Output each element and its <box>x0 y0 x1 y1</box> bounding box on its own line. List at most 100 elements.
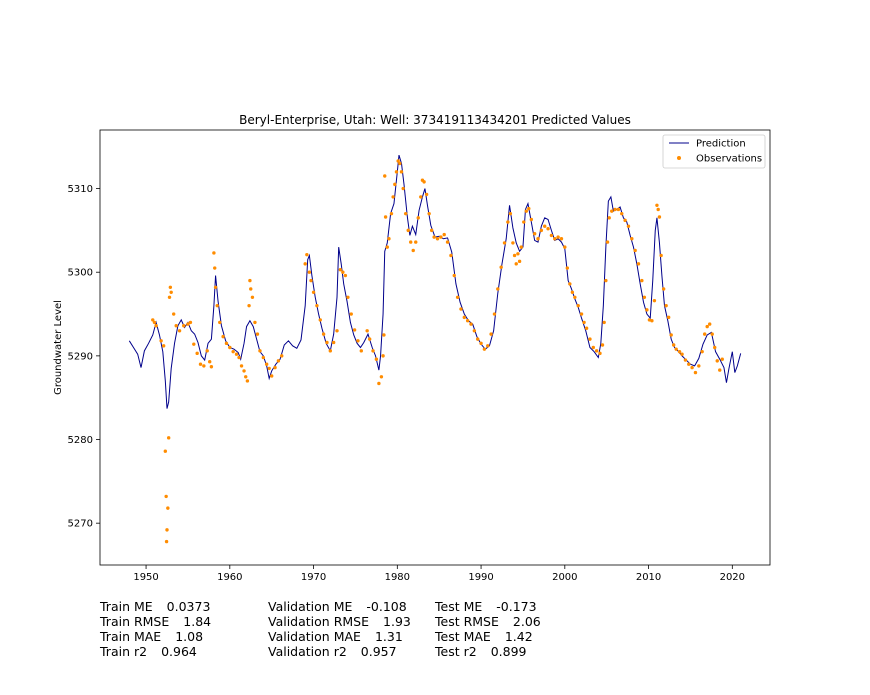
observation-point <box>247 303 251 308</box>
observation-point <box>705 324 709 329</box>
observation-point <box>640 278 644 283</box>
metric-row: Validation MAE 1.31 <box>268 629 411 644</box>
observation-point <box>212 251 216 255</box>
y-tick-label: 5290 <box>68 351 93 362</box>
observation-point <box>188 320 193 325</box>
y-tick-label: 5280 <box>68 435 93 446</box>
observation-point <box>610 209 614 213</box>
observation-point <box>514 262 518 266</box>
observation-point <box>633 248 637 253</box>
x-tick-label: 2000 <box>552 572 577 583</box>
observation-point <box>409 240 413 244</box>
observation-point <box>258 349 262 353</box>
observation-point <box>328 349 333 353</box>
observation-point <box>303 262 307 266</box>
observation-point <box>479 341 483 346</box>
metric-label: Validation RMSE <box>268 614 370 629</box>
observation-point <box>439 235 443 239</box>
observation-point <box>516 252 520 256</box>
observation-point <box>499 265 503 269</box>
plot-area <box>128 154 742 544</box>
observation-point <box>341 270 345 274</box>
observation-point <box>195 351 199 356</box>
observation-point <box>389 211 394 216</box>
observation-point <box>708 322 712 326</box>
observation-point <box>655 203 659 207</box>
observation-point <box>394 170 399 174</box>
observation-point <box>429 228 434 233</box>
metric-label: Validation MAE <box>268 629 361 644</box>
validation-metrics: Validation ME -0.108 Validation RMSE 1.93 Va… <box>268 599 411 659</box>
observation-point <box>459 307 463 311</box>
observation-point <box>432 235 436 239</box>
observation-point <box>393 182 397 187</box>
observation-point <box>307 270 312 274</box>
observation-point <box>406 228 410 233</box>
observation-point <box>165 528 169 532</box>
observation-point <box>594 349 599 353</box>
observation-point <box>579 312 584 316</box>
metric-row: Test r2 0.899 <box>435 644 541 659</box>
metric-row: Test ME -0.173 <box>435 599 541 614</box>
observation-point <box>399 170 404 174</box>
observation-point <box>715 359 719 363</box>
observation-point <box>338 268 343 272</box>
observation-point <box>522 220 526 224</box>
observation-point <box>255 332 260 336</box>
observation-point <box>486 344 490 348</box>
observation-point <box>657 215 662 219</box>
observation-point <box>553 237 557 241</box>
observation-point <box>318 318 322 322</box>
observation-point <box>718 368 722 372</box>
observation-point <box>352 328 357 332</box>
observation-point <box>519 245 523 249</box>
observation-point <box>623 218 627 223</box>
observation-point <box>630 237 634 241</box>
metric-row: Test MAE 1.42 <box>435 629 541 644</box>
metric-row: Validation RMSE 1.93 <box>268 614 411 629</box>
observation-point <box>356 339 360 343</box>
metric-value: 0.0373 <box>166 599 211 614</box>
observation-point <box>385 245 389 249</box>
metric-row: Validation r2 0.957 <box>268 644 411 659</box>
observation-point <box>620 211 624 216</box>
metric-row: Train r2 0.964 <box>100 644 211 659</box>
observation-point <box>469 322 473 326</box>
observation-point <box>683 358 688 362</box>
chart: Beryl-Enterprise, Utah: Well: 3734191134… <box>53 113 771 583</box>
observation-point <box>543 224 547 228</box>
observation-point <box>164 494 168 499</box>
observation-point <box>166 506 170 510</box>
observation-point <box>556 235 560 239</box>
metric-value: 1.93 <box>383 614 411 629</box>
observation-point <box>331 340 336 345</box>
x-tick-label: 1960 <box>217 572 242 583</box>
observation-point <box>511 241 515 245</box>
metric-label: Validation ME <box>268 599 353 614</box>
observation-point <box>700 349 704 354</box>
observation-point <box>512 253 517 258</box>
observation-point <box>166 436 171 440</box>
observation-point <box>164 539 169 544</box>
x-tick-label: 1980 <box>385 572 410 583</box>
observation-point <box>161 344 166 348</box>
observation-point <box>462 315 467 320</box>
observation-point <box>674 347 678 351</box>
observation-point <box>584 326 589 330</box>
observation-point <box>529 217 534 222</box>
x-tick-label: 1970 <box>301 572 326 583</box>
observation-point <box>383 174 387 178</box>
y-tick-label: 5270 <box>68 519 93 530</box>
metric-value: -0.173 <box>496 599 537 614</box>
chart-title: Beryl-Enterprise, Utah: Well: 3734191134… <box>239 113 631 127</box>
observation-point <box>598 351 602 356</box>
metric-row: Train RMSE 1.84 <box>100 614 211 629</box>
observation-point <box>335 329 339 333</box>
observation-point <box>527 206 531 211</box>
observation-point <box>228 345 232 350</box>
observation-point <box>245 379 250 383</box>
observation-point <box>213 285 218 289</box>
observation-point <box>391 195 395 199</box>
observation-point <box>422 180 426 184</box>
observation-point <box>502 241 507 245</box>
